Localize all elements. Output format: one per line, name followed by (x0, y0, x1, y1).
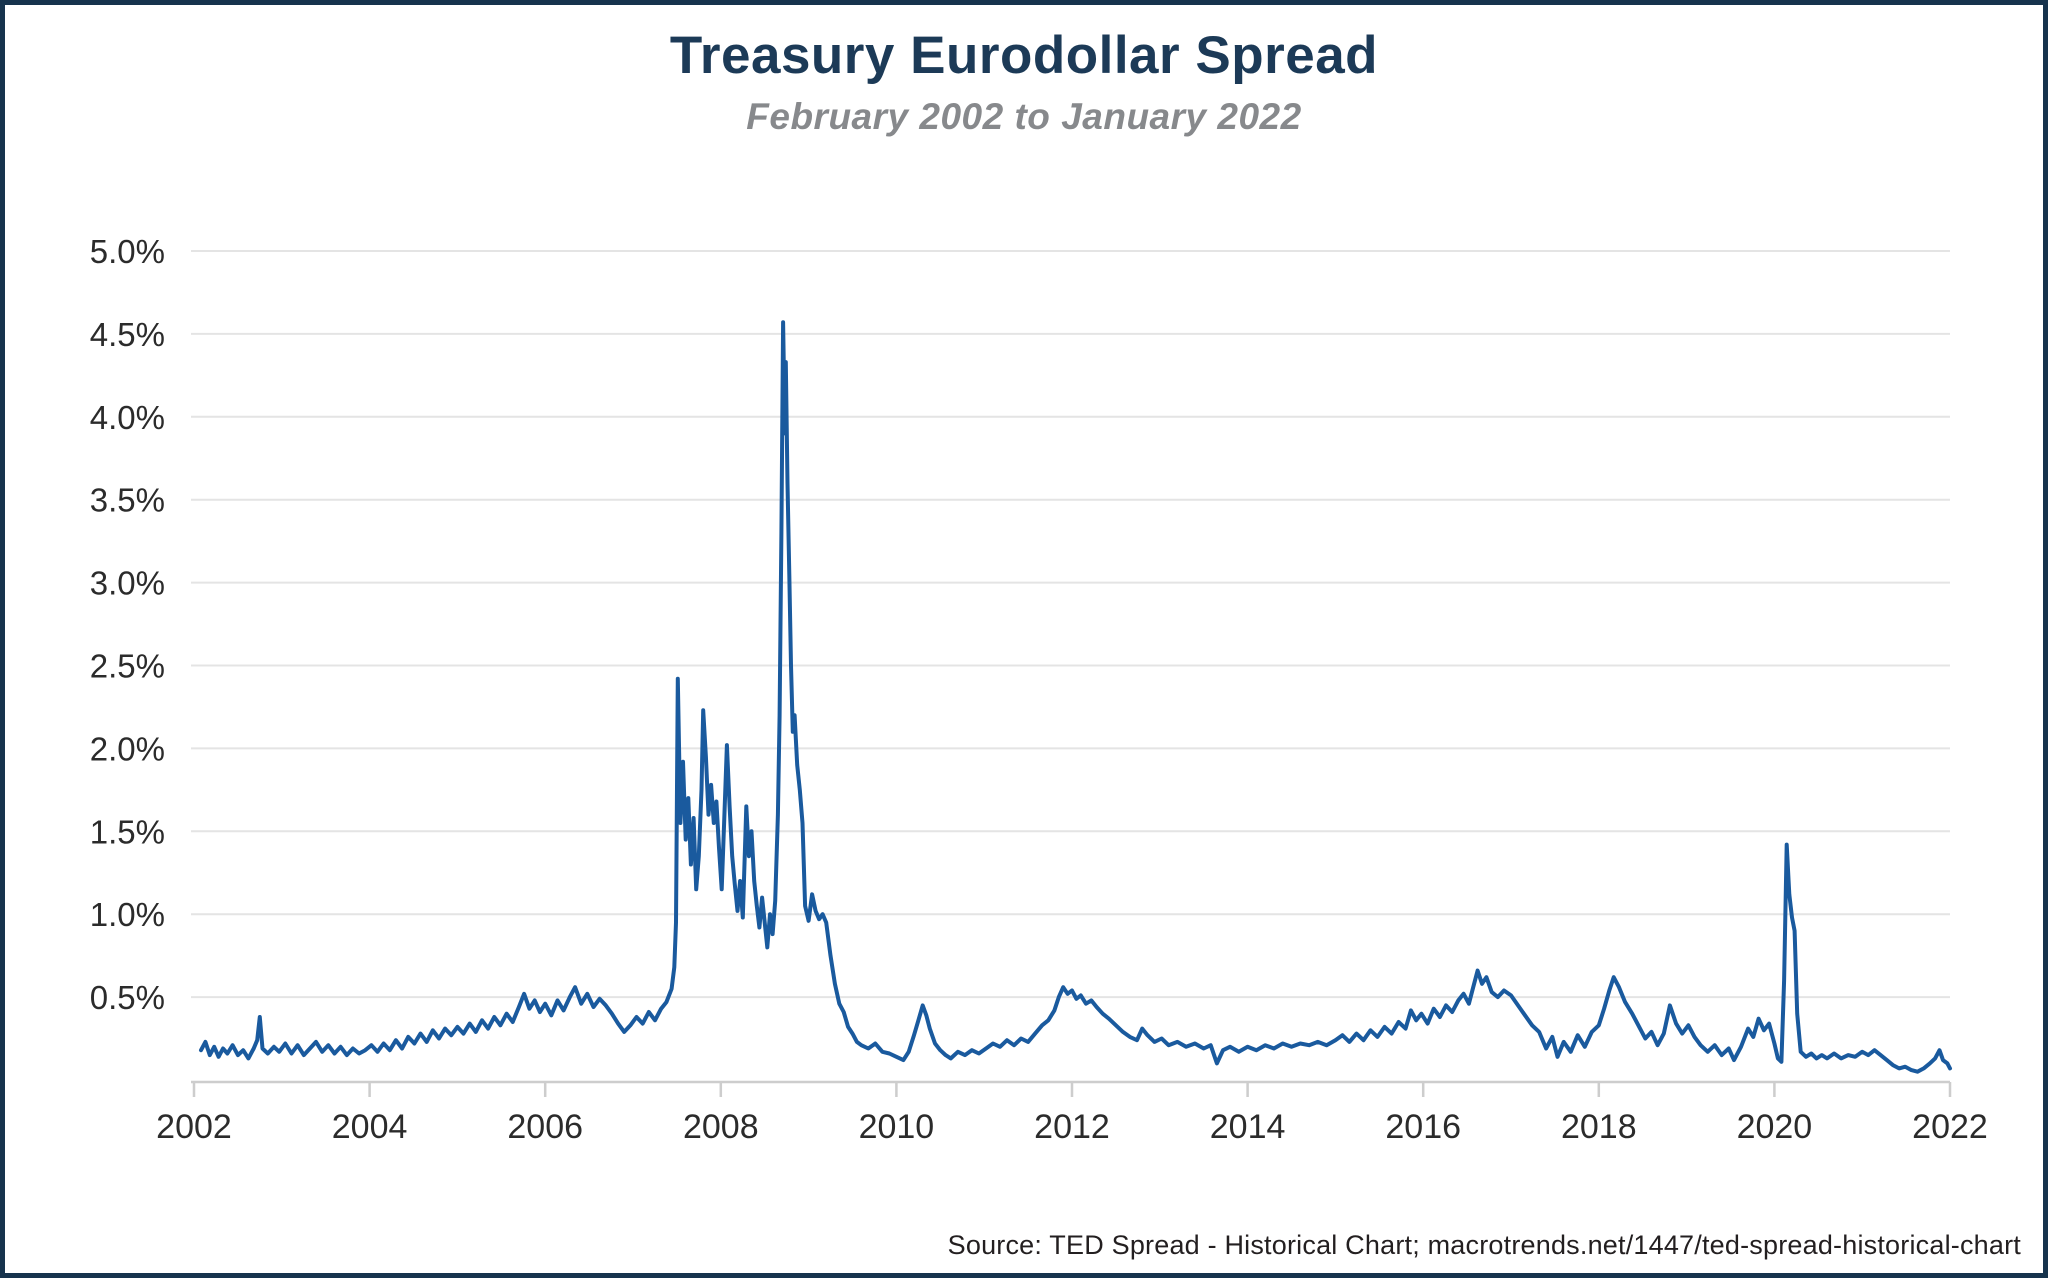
x-axis-label: 2020 (1737, 1108, 1813, 1146)
ted-spread-chart: 0.5% 1.0% 1.5% 2.0% 2.5% 3.0% 3.5% 4.0% 4.5% 5.0%… (90, 233, 1988, 1146)
y-axis-label: 4.0% (90, 399, 165, 436)
ted-spread-line (199, 320, 1952, 1074)
y-axis-label: 5.0% (90, 233, 165, 270)
chart-header: Treasury Eurodollar Spread February 2002… (5, 25, 2043, 138)
source-note: Source: TED Spread - Historical Chart; m… (947, 1230, 2021, 1260)
y-axis-label: 3.0% (90, 565, 165, 602)
y-axis-label: 4.5% (90, 316, 165, 353)
page-title: Treasury Eurodollar Spread (669, 26, 1379, 85)
x-axis-label: 2002 (156, 1108, 232, 1146)
x-axis-label: 2006 (507, 1108, 583, 1146)
x-axis-label: 2014 (1210, 1108, 1286, 1146)
x-axis-label: 2018 (1561, 1108, 1637, 1146)
x-axis-label: 2004 (332, 1108, 408, 1146)
y-axis-label: 2.5% (90, 648, 165, 685)
x-axis-label: 2010 (859, 1108, 935, 1146)
y-axis-label: 1.0% (90, 896, 165, 933)
gridlines (191, 250, 1950, 999)
y-axis-label: 0.5% (90, 979, 165, 1016)
y-axis-label: 3.5% (90, 482, 165, 519)
x-axis-label: 2022 (1912, 1108, 1988, 1146)
x-axis-label: 2016 (1385, 1108, 1461, 1146)
y-axis-label: 2.0% (90, 730, 165, 767)
y-axis-label: 1.5% (90, 813, 165, 850)
x-axis-label: 2012 (1034, 1108, 1110, 1146)
x-axis: 2002 2004 2006 2008 2010 2012 2014 2016 2018 2020… (156, 1080, 1988, 1146)
page-subtitle: February 2002 to January 2022 (746, 96, 1302, 137)
y-axis-labels: 0.5% 1.0% 1.5% 2.0% 2.5% 3.0% 3.5% 4.0% 4.5% 5.0% (90, 233, 165, 1016)
x-axis-label: 2008 (683, 1108, 759, 1146)
